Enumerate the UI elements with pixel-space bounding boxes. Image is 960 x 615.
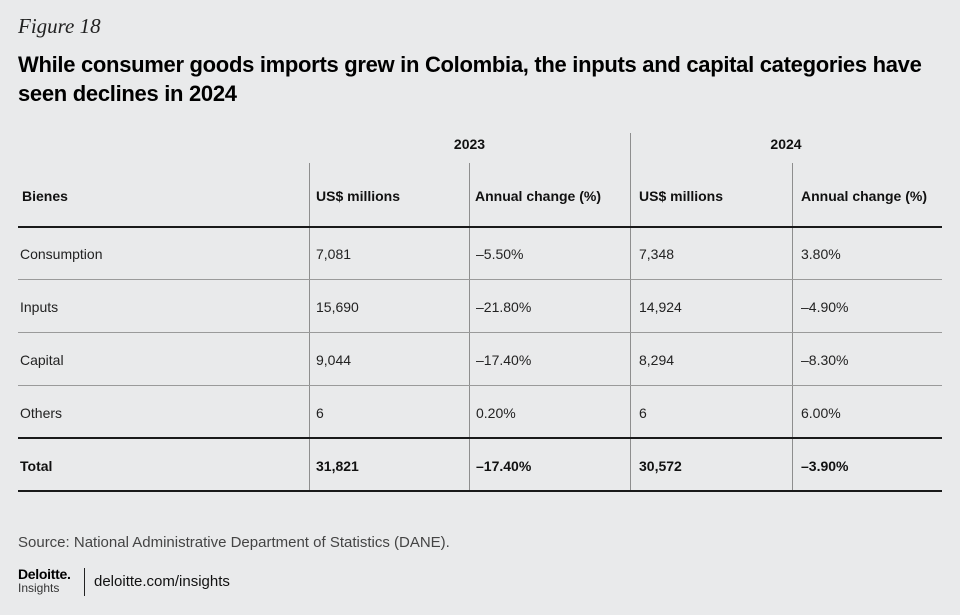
divider-vertical (792, 163, 793, 490)
divider-vertical (309, 163, 310, 490)
table-cell: 7,081 (316, 246, 352, 262)
total-cell: 30,572 (639, 458, 682, 474)
table-cell: 3.80% (801, 246, 841, 262)
header-rule (18, 226, 942, 228)
table-cell: –17.40% (476, 352, 532, 368)
figure-label: Figure 18 (18, 14, 101, 38)
column-header: US$ millions (316, 188, 401, 204)
site-link[interactable]: deloitte.com/insights (94, 573, 230, 590)
deloitte-logo: Deloitte. Insights (18, 566, 80, 600)
row-label: Inputs (20, 299, 59, 315)
table-cell: 6.00% (801, 405, 841, 421)
table-cell: –21.80% (476, 299, 532, 315)
table-cell: 6 (639, 405, 647, 421)
column-header: Annual change (%) (475, 188, 602, 204)
total-cell: –3.90% (801, 458, 849, 474)
total-cell: –17.40% (476, 458, 532, 474)
data-table: 2023 2024 Bienes US$ millions Annual cha… (18, 133, 942, 493)
column-header: Bienes (22, 188, 68, 204)
table-cell: 14,924 (639, 299, 682, 315)
page-title: While consumer goods imports grew in Col… (18, 52, 922, 106)
year-header-2023: 2023 (453, 136, 486, 152)
total-rule (18, 437, 942, 439)
bottom-rule (18, 490, 942, 492)
table-cell: 7,348 (639, 246, 675, 262)
row-label: Consumption (20, 246, 103, 262)
row-label: Others (20, 405, 63, 421)
footer-divider (84, 568, 85, 596)
table-cell: 8,294 (639, 352, 675, 368)
divider-vertical (469, 163, 470, 490)
table-cell: 9,044 (316, 352, 352, 368)
brand-name: Deloitte. (18, 566, 71, 582)
source-note: Source: National Administrative Departme… (18, 534, 450, 551)
total-label: Total (20, 458, 53, 474)
divider-vertical (630, 133, 631, 490)
table-cell: –4.90% (801, 299, 849, 315)
table-cell: –8.30% (801, 352, 849, 368)
table-cell: 0.20% (476, 405, 516, 421)
year-header-2024: 2024 (770, 136, 802, 152)
row-label: Capital (20, 352, 64, 368)
row-rule (18, 385, 942, 386)
row-rule (18, 332, 942, 333)
table-cell: 6 (316, 405, 324, 421)
table-cell: 15,690 (316, 299, 359, 315)
total-cell: 31,821 (316, 458, 359, 474)
column-header: Annual change (%) (801, 188, 928, 204)
column-header: US$ millions (639, 188, 724, 204)
brand-sub: Insights (18, 581, 60, 595)
table-cell: –5.50% (476, 246, 524, 262)
row-rule (18, 279, 942, 280)
